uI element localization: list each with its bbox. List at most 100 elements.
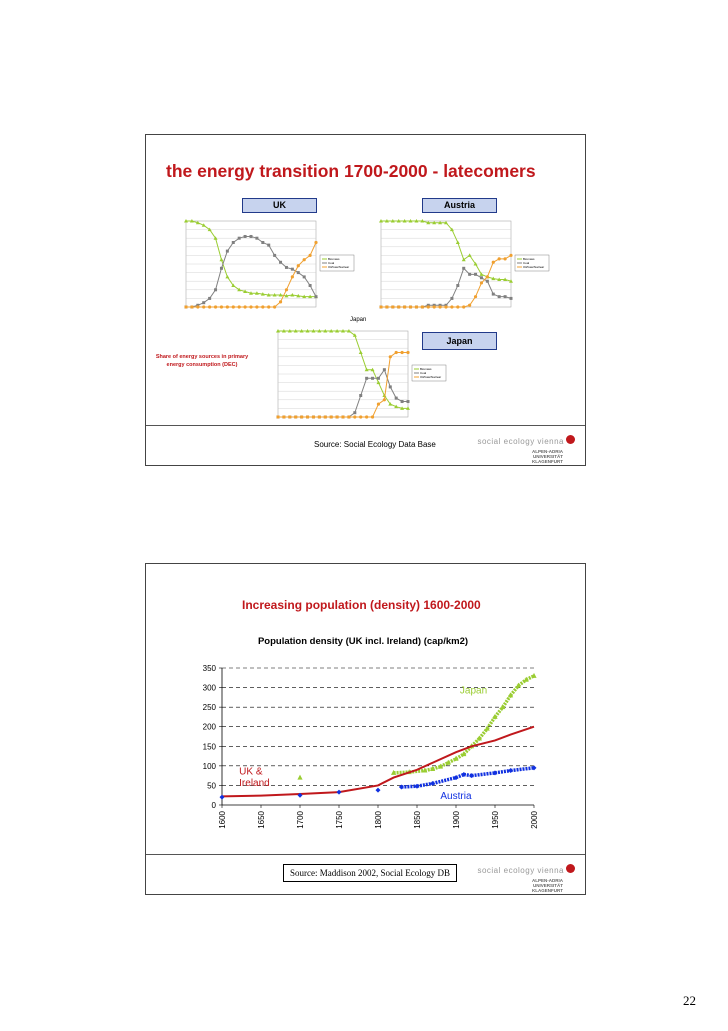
data-point — [449, 227, 454, 232]
slide-title: Increasing population (density) 1600-200… — [242, 598, 481, 612]
legend-label: Oil/Gas/Nuclear — [420, 375, 441, 379]
data-point — [279, 260, 283, 264]
uk-ireland-label: UK & — [239, 766, 263, 777]
y-tick-label: 0 — [212, 801, 217, 810]
data-point — [438, 305, 442, 309]
data-point — [196, 303, 200, 307]
data-point — [284, 293, 289, 298]
data-point — [426, 305, 430, 309]
data-point — [273, 253, 277, 257]
data-point — [379, 305, 383, 309]
data-point — [314, 295, 318, 299]
legend-box — [411, 364, 447, 382]
data-point — [438, 220, 443, 225]
data-point — [474, 272, 478, 276]
data-point — [462, 305, 466, 309]
data-point — [296, 264, 300, 268]
data-point — [225, 305, 229, 309]
data-point — [231, 305, 235, 309]
data-point — [213, 236, 218, 240]
series-segment-austria — [432, 775, 457, 786]
data-point — [202, 301, 206, 305]
data-point — [196, 305, 200, 309]
data-point — [396, 219, 401, 223]
data-point — [336, 789, 342, 795]
legend-box — [514, 254, 550, 272]
data-point — [445, 759, 451, 765]
legend-label: Oil/Gas/Nuclear — [523, 265, 544, 269]
data-point — [432, 220, 437, 225]
data-point — [394, 396, 398, 400]
data-point — [278, 300, 283, 304]
legend-label: Biomass — [328, 257, 340, 261]
data-point — [402, 219, 407, 223]
chart-title: Population density (UK incl. Ireland) (c… — [258, 636, 468, 647]
data-point — [261, 305, 265, 309]
source-text: Source: Maddison 2002, Social Ecology DB — [283, 864, 457, 882]
data-point — [430, 780, 436, 786]
data-point — [297, 774, 303, 780]
data-point — [485, 275, 489, 279]
slide-energy-transition: the energy transition 1700-2000 - lateco… — [145, 134, 586, 466]
data-point — [508, 692, 514, 698]
data-point — [267, 305, 271, 309]
data-point — [497, 277, 502, 281]
data-point — [469, 773, 475, 779]
slide-title: the energy transition 1700-2000 - lateco… — [166, 161, 536, 181]
data-point — [201, 223, 206, 227]
x-tick-label: 1900 — [452, 810, 461, 828]
data-point — [254, 291, 259, 295]
data-point — [287, 329, 292, 333]
y-tick-label: 50 — [207, 781, 216, 790]
data-point — [400, 350, 404, 355]
data-point — [371, 376, 375, 380]
logo: social ecology vienna ALPEN-ADRIA UNIVER… — [475, 431, 575, 464]
data-point — [398, 784, 404, 790]
legend-label: Coal — [420, 371, 427, 375]
data-point — [308, 253, 312, 257]
data-point — [237, 305, 241, 309]
data-point — [379, 219, 383, 223]
data-point — [323, 329, 328, 333]
data-point — [509, 279, 513, 283]
uk-ireland-label-line2: Ireland — [239, 778, 270, 789]
data-point — [375, 787, 381, 793]
x-tick-label: 1750 — [335, 810, 344, 828]
data-point — [388, 355, 392, 359]
data-point — [390, 219, 395, 223]
data-point — [202, 305, 206, 309]
logo-dot-icon — [566, 435, 575, 445]
data-point — [276, 329, 280, 333]
data-point — [207, 227, 212, 232]
data-point — [195, 220, 200, 225]
data-point — [329, 415, 333, 419]
source-text: Source: Social Ecology Data Base — [314, 440, 436, 449]
data-point — [376, 376, 380, 380]
x-tick-label: 1800 — [374, 810, 383, 828]
data-point — [462, 266, 466, 270]
data-point — [422, 767, 428, 773]
population-density-chart: Population density (UK incl. Ireland) (c… — [203, 636, 539, 829]
data-point — [314, 240, 318, 245]
data-point — [503, 257, 507, 261]
data-point — [444, 220, 448, 225]
data-point — [267, 243, 271, 247]
logo-line1: social ecology vienna — [477, 866, 564, 875]
data-point — [353, 411, 357, 415]
data-point — [329, 329, 334, 333]
data-point — [476, 735, 482, 741]
data-point — [508, 768, 514, 774]
data-point — [400, 400, 404, 404]
data-point — [261, 241, 265, 244]
data-point — [503, 277, 508, 281]
data-point — [437, 763, 443, 769]
data-point — [225, 249, 229, 253]
data-point — [432, 305, 436, 309]
data-point — [308, 294, 313, 299]
data-point — [359, 394, 363, 397]
data-point — [523, 676, 529, 682]
data-point — [531, 672, 537, 678]
data-point — [438, 303, 442, 307]
data-point — [509, 296, 513, 300]
